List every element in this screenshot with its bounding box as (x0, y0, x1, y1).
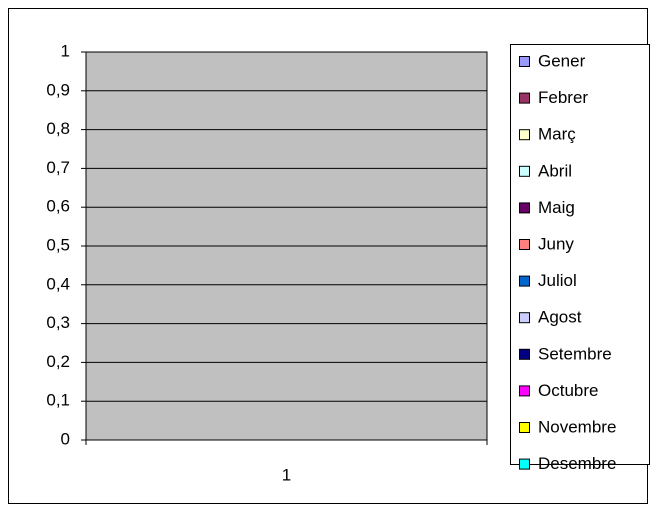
y-tick-label: 0,3 (46, 313, 70, 332)
legend-swatch (519, 165, 530, 177)
legend-label: Maig (538, 198, 575, 217)
legend-label: Març (538, 125, 576, 144)
legend-label: Octubre (538, 381, 598, 400)
y-tick-label: 0,2 (46, 352, 70, 371)
y-tick-label: 0,5 (46, 235, 70, 254)
legend-swatch (519, 458, 530, 470)
legend-swatch (519, 422, 530, 433)
legend-label: Juliol (538, 271, 577, 290)
legend-swatch (519, 92, 530, 104)
legend-label: Desembre (538, 454, 616, 473)
legend-swatch (519, 129, 530, 141)
y-tick-label: 0,6 (46, 197, 70, 216)
legend-label: Abril (538, 161, 572, 180)
legend-swatch (519, 275, 530, 287)
legend-swatch (519, 312, 530, 324)
legend-label: Agost (538, 308, 582, 327)
y-tick-label: 0,1 (46, 391, 70, 410)
legend-label: Febrer (538, 88, 588, 107)
y-tick-label: 1 (61, 41, 70, 60)
legend-swatch (519, 385, 530, 397)
legend-label: Gener (538, 51, 586, 70)
legend-swatch (519, 202, 530, 214)
legend-label: Juny (538, 234, 574, 253)
y-tick-label: 0,4 (46, 274, 70, 293)
legend-swatch (519, 56, 530, 67)
legend-box (510, 44, 650, 465)
y-tick-label: 0 (61, 429, 70, 448)
legend-swatch (519, 239, 530, 250)
y-tick-label: 0,7 (46, 158, 70, 177)
legend-swatch (519, 348, 530, 360)
y-tick-label: 0,8 (46, 119, 70, 138)
legend-label: Novembre (538, 417, 616, 436)
legend-label: Setembre (538, 344, 612, 363)
y-tick-label: 0,9 (46, 80, 70, 99)
x-tick-label: 1 (282, 465, 291, 484)
